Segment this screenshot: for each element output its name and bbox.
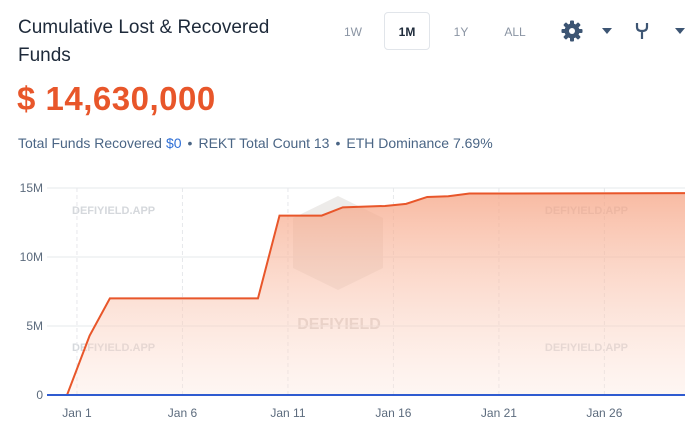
y-tick-label: 0 xyxy=(36,388,43,402)
plot-area: DEFIYIELD.APPDEFIYIELD.APPDEFIYIELD.APPD… xyxy=(20,181,686,420)
y-tick-label: 10M xyxy=(20,250,43,264)
watermark: DEFIYIELD.APP xyxy=(72,205,155,217)
stat-value: $0 xyxy=(165,135,182,151)
toolbar-icons[interactable] xyxy=(561,20,686,42)
chart-title: Cumulative Lost & Recovered Funds xyxy=(18,17,270,66)
range-button[interactable]: 1M xyxy=(384,12,430,50)
settings-icon[interactable] xyxy=(561,20,583,42)
stat: REKT Total Count 13 xyxy=(182,135,330,151)
area-fill xyxy=(47,193,685,395)
dropdown-caret[interactable] xyxy=(675,28,685,34)
range-button[interactable]: 1Y xyxy=(453,25,469,39)
x-tick-label: Jan 16 xyxy=(375,406,411,420)
series-line xyxy=(47,192,686,396)
stat-label: Total Funds Recovered xyxy=(18,135,162,151)
x-tick-label: Jan 11 xyxy=(270,406,305,420)
x-tick-label: Jan 1 xyxy=(62,406,92,420)
range-button[interactable]: 1W xyxy=(344,25,362,39)
dropdown-caret[interactable] xyxy=(602,28,612,34)
headline-total: $ 14,630,000 xyxy=(17,80,216,117)
range-buttons: 1W 1M 1Y ALL xyxy=(330,12,546,50)
range-button[interactable]: ALL xyxy=(504,25,526,39)
stats-line: Total Funds Recovered$0REKT Total Count … xyxy=(18,135,493,151)
x-tick-label: Jan 6 xyxy=(168,406,198,420)
y-tick-label: 15M xyxy=(20,181,43,195)
fork-icon[interactable] xyxy=(635,23,649,39)
stat: ETH Dominance 7.69% xyxy=(329,135,492,151)
x-tick-label: Jan 21 xyxy=(481,406,517,420)
y-tick-label: 5M xyxy=(26,319,43,333)
x-tick-label: Jan 26 xyxy=(586,406,622,420)
